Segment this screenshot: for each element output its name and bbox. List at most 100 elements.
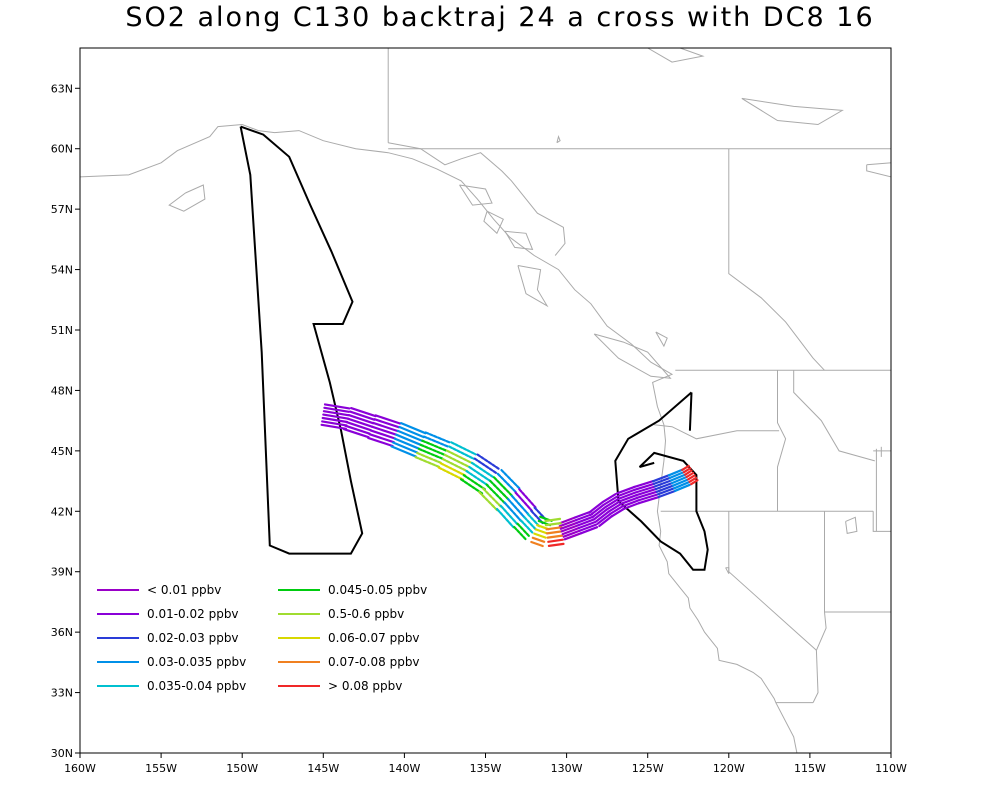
trajectory-segment [533,532,547,539]
trajectory-segment [400,422,427,435]
trajectory-segment [651,474,671,483]
axes: 160W 155W 150W 145W 140W 135W 130W 125W 120W 115W… [51,82,907,775]
legend: < 0.01 ppbv 0.01-0.02 ppbv 0.02-0.03 ppbv 0… [97,583,427,693]
trajectory-segment [445,449,473,464]
trajectory-segment [437,466,465,481]
political-border [812,511,827,703]
political-border [793,370,875,462]
trajectory-segment [617,488,636,498]
legend-label: 0.01-0.02 ppbv [147,607,239,621]
trajectory-segment [684,469,693,476]
trajectory-segment [421,439,448,452]
trajectory-segment [368,433,395,444]
trajectory-segment [422,435,450,448]
trajectory-segment [589,503,605,517]
x-tick-label: 150W [226,762,258,775]
trajectory-segment [544,521,562,527]
political-border [728,511,817,651]
legend-label: 0.03-0.035 ppbv [147,655,246,669]
trajectory-segment [367,436,394,448]
trajectory-segment [478,490,499,512]
x-tick-label: 160W [64,762,96,775]
trajectory-segment [560,524,580,533]
trajectory-segment [320,423,347,430]
lake-outline [866,162,891,178]
dc8-flight-track-coast-spur [688,392,693,431]
trajectory-segment [545,526,563,531]
trajectory-segment [603,495,619,506]
trajectory-segment [559,521,579,530]
dc8-flight-track [239,125,364,555]
trajectory-segment [350,407,377,418]
trajectory-segment [372,421,399,433]
trajectory-segment [657,489,677,499]
x-tick-label: 110W [875,762,907,775]
trajectory-segment [322,413,349,420]
trajectory-segment [635,488,657,497]
x-tick-label: 140W [388,762,420,775]
trajectory-segment [346,417,374,428]
trajectory-segment [347,414,375,425]
y-tick-label: 45N [51,445,73,458]
trajectory-segment [470,461,495,479]
trajectory-segment [601,493,617,504]
dc8-flight-track-coast [614,391,709,571]
trajectory-segment [516,522,531,538]
trajectory-segment [617,491,637,500]
y-tick-label: 57N [51,203,73,216]
island-outline [168,184,206,212]
trajectory-segment [519,519,534,534]
trajectory-segment [634,485,657,494]
trajectory-segment [656,487,676,496]
trajectory-segment [503,501,522,522]
island-outline [504,230,534,250]
trajectory-segment [396,429,424,442]
trajectory-segment [605,500,622,511]
y-tick-label: 51N [51,324,73,337]
political-border [872,511,891,532]
trajectory-segment [392,441,419,454]
trajectory-segment [416,451,443,465]
trajectory-segment [323,403,351,410]
island-outline [593,333,672,379]
island-outline [483,210,504,235]
lake-outline [647,48,705,63]
y-tick-label: 30N [51,747,73,760]
trajectory-segment [417,447,445,461]
trajectory-segment [685,471,695,479]
trajectory-segment [593,508,609,521]
political-border [777,370,787,512]
trajectory-segment [575,515,595,524]
trajectory-segment [633,482,656,491]
trajectory-segment [670,475,688,485]
trajectory-segment [370,425,398,436]
trajectory-segment [481,487,502,508]
trajectory-segment [547,538,565,543]
trajectory-segment [507,498,526,519]
trajectory-segment [321,420,348,427]
trajectory-segment [348,410,376,421]
x-tick-label: 135W [470,762,502,775]
trajectory-segment [558,518,578,528]
trajectory-segment [667,468,685,477]
political-border [654,424,780,440]
trajectory-segment [563,532,583,541]
y-tick-label: 48N [51,384,73,397]
trajectory-segment [468,465,492,483]
trajectory-segment [547,542,565,548]
trajectory-segment [459,478,484,495]
trajectory-segment [632,480,655,489]
trajectory-segment [450,441,477,456]
island-outline [459,184,493,206]
x-tick-label: 125W [632,762,664,775]
trajectory-segment [534,528,549,535]
trajectory-segment [674,483,691,492]
trajectory-segment [513,525,527,541]
trajectory-segment [514,491,533,512]
trajectory-segment [681,464,690,471]
x-tick-label: 115W [794,762,826,775]
trajectory-segment [594,510,611,523]
lake-outline [655,331,668,348]
trajectory-segment [587,501,604,514]
